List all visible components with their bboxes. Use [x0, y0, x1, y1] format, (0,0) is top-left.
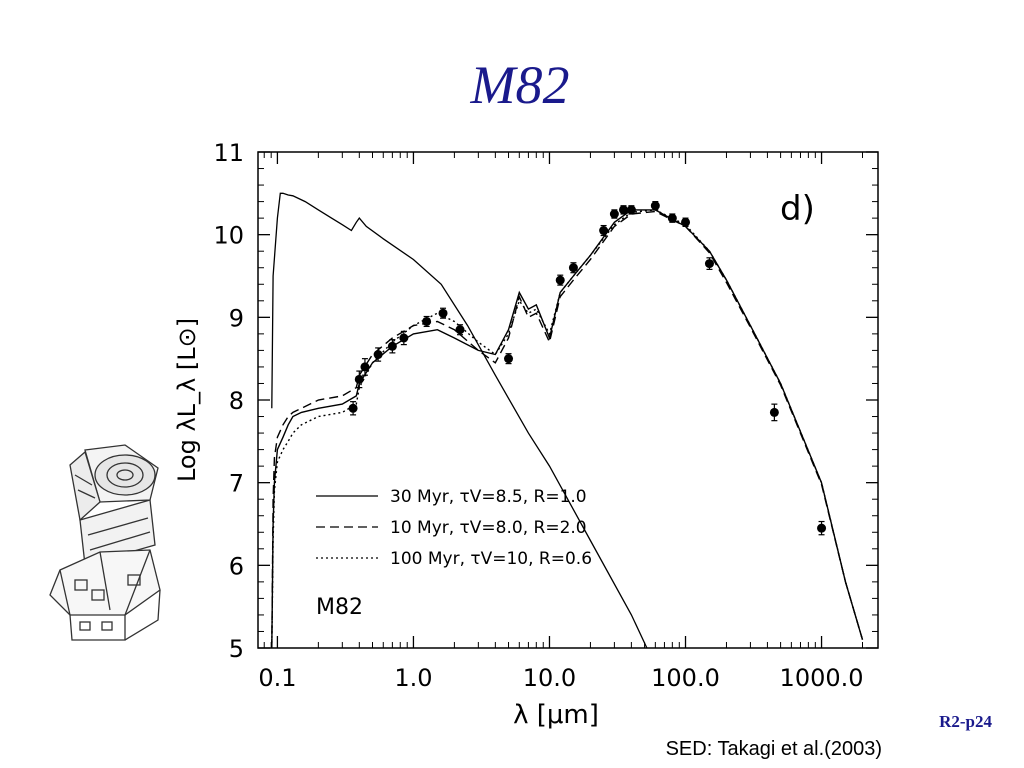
data-point	[609, 209, 619, 219]
y-tick-label: 8	[229, 387, 244, 415]
x-tick-label: 10.0	[523, 664, 576, 692]
figure-caption: SED: Takagi et al.(2003)	[665, 738, 882, 760]
legend-label: 30 Myr, τV=8.5, R=1.0	[390, 487, 587, 507]
legend: 30 Myr, τV=8.5, R=1.0 10 Myr, τV=8.0, R=…	[316, 487, 592, 569]
data-point	[618, 205, 628, 215]
y-tick-label: 7	[229, 470, 244, 498]
series-line-dotted	[271, 209, 864, 649]
data-point	[348, 403, 358, 413]
data-point	[373, 350, 383, 360]
data-point	[817, 523, 827, 533]
data-point	[354, 374, 364, 384]
series-line-dashed	[271, 210, 864, 649]
y-tick-label: 6	[229, 552, 244, 580]
plot-frame	[257, 151, 879, 649]
slide-title: M82	[470, 55, 570, 115]
object-label: M82	[316, 595, 363, 620]
x-tick-label: 1000.0	[780, 664, 864, 692]
data-point	[667, 213, 677, 223]
y-tick-label: 11	[213, 139, 244, 167]
data-point	[387, 341, 397, 351]
data-point	[599, 226, 609, 236]
data-point	[555, 275, 565, 285]
y-tick-label: 10	[213, 222, 244, 250]
data-point	[455, 325, 465, 335]
x-tick-label: 1.0	[394, 664, 432, 692]
y-axis-label: Log λL_λ [L⊙]	[173, 318, 201, 482]
data-point	[769, 407, 779, 417]
legend-label: 10 Myr, τV=8.0, R=2.0	[390, 518, 587, 538]
legend-label: 100 Myr, τV=10, R=0.6	[390, 549, 592, 569]
x-axis-label: λ [μm]	[513, 700, 599, 730]
data-point	[438, 308, 448, 318]
data-point	[626, 205, 636, 215]
y-tick-label: 5	[229, 635, 244, 663]
x-tick-label: 100.0	[651, 664, 720, 692]
data-point	[681, 217, 691, 227]
data-point	[568, 263, 578, 273]
data-point	[360, 362, 370, 372]
data-point	[422, 316, 432, 326]
data-point	[504, 354, 514, 364]
x-tick-label: 0.1	[258, 664, 296, 692]
slide-code: R2-p24	[939, 712, 992, 731]
intrinsic-stellar-curve	[271, 192, 648, 649]
space-telescope-icon	[49, 444, 161, 641]
y-tick-label: 9	[229, 304, 244, 332]
data-point	[650, 201, 660, 211]
panel-label: d)	[780, 189, 815, 229]
series-line-solid	[271, 209, 864, 649]
data-point	[704, 259, 714, 269]
data-point	[399, 333, 409, 343]
